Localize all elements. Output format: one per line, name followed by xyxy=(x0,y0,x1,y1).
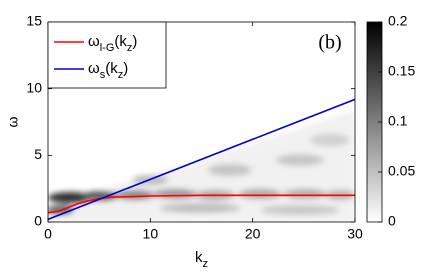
legend-label: ωs(kz) xyxy=(88,60,128,81)
x-axis-label: kz xyxy=(195,249,208,270)
x-axis-label-part: z xyxy=(203,258,209,270)
y-axis-label: ω xyxy=(5,116,21,127)
colorbar-tick-label: 0.15 xyxy=(388,63,415,79)
x-tick-label: 30 xyxy=(347,226,363,242)
y-tick-label: 15 xyxy=(26,13,42,29)
colorbar-tick-label: 0 xyxy=(388,213,396,229)
colorbar-tick-label: 0.2 xyxy=(388,13,408,29)
x-tick-label: 20 xyxy=(245,226,261,242)
x-tick-label: 0 xyxy=(44,226,52,242)
legend-label-part: (k xyxy=(114,33,127,50)
legend-label-part: ) xyxy=(123,60,128,77)
legend-label-part: ) xyxy=(132,33,137,50)
x-tick-label: 10 xyxy=(143,226,159,242)
legend-label: ωl-G(kz) xyxy=(88,33,137,54)
line xyxy=(48,98,355,221)
y-tick-label: 0 xyxy=(34,213,42,229)
legend-label-part: s xyxy=(100,69,106,81)
legend-label-part: z xyxy=(127,42,133,54)
legend-label-part: (k xyxy=(105,60,118,77)
annotation: (b) xyxy=(318,32,341,54)
colorbar-tick-label: 0.05 xyxy=(388,163,415,179)
legend-label-part: ω xyxy=(88,60,100,77)
legend-label-part: z xyxy=(118,69,124,81)
line xyxy=(48,194,355,214)
colorbar-tick-label: 0.1 xyxy=(388,113,408,129)
legend-label-part: ω xyxy=(88,33,100,50)
axes-frame xyxy=(47,21,356,223)
legend-box xyxy=(47,21,167,89)
y-tick-label: 5 xyxy=(34,146,42,162)
legend-label-part: l-G xyxy=(100,42,115,54)
x-axis-label-part: k xyxy=(195,249,203,266)
y-tick-label: 10 xyxy=(26,79,42,95)
